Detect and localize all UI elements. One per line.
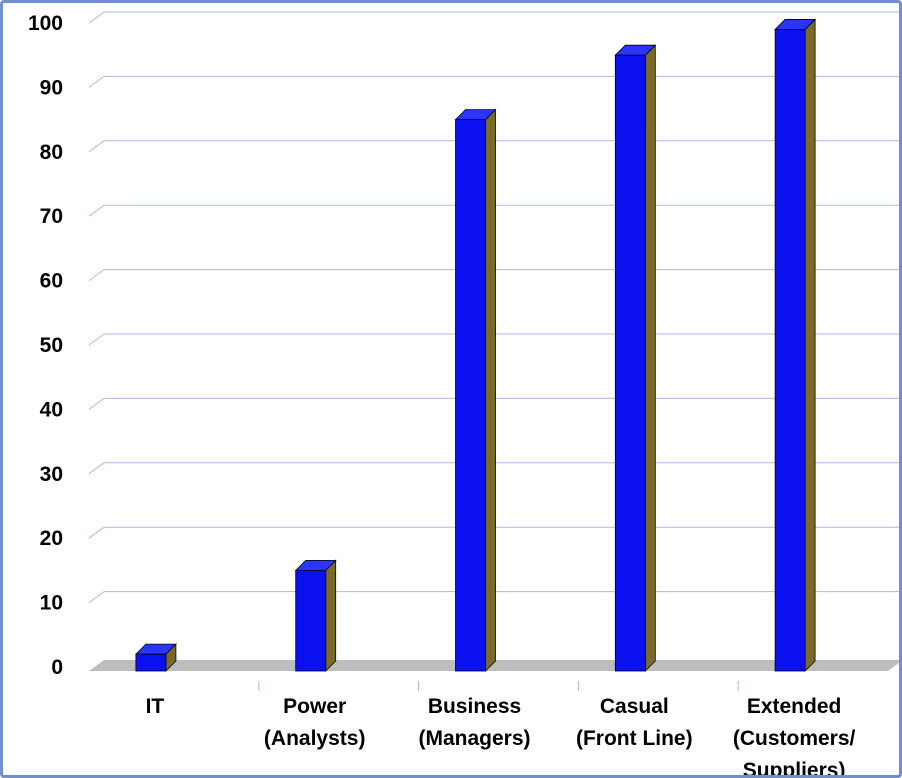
gridline-diag <box>88 591 105 604</box>
gridline-diag <box>88 397 105 410</box>
y-tick-label: 20 <box>40 527 63 550</box>
x-category-label-line: (Managers) <box>418 727 530 750</box>
y-tick-label: 70 <box>40 205 63 228</box>
y-tick-label: 40 <box>40 398 63 421</box>
y-tick-label: 10 <box>40 592 63 615</box>
gridline-diag <box>88 269 105 282</box>
gridline-diag <box>88 462 105 475</box>
x-category-label: Casual (Front Line) <box>576 695 693 750</box>
gridline-diag <box>88 333 105 346</box>
x-category-label-line: (Customers/ <box>733 727 856 750</box>
bar-side <box>804 18 816 672</box>
gridline-diag <box>88 11 105 24</box>
y-tick-label: 80 <box>40 141 63 164</box>
y-tick-label: 50 <box>40 334 63 357</box>
x-category-label-line: Suppliers) <box>743 759 846 775</box>
x-category-label-line: Casual <box>600 695 669 718</box>
bar-chart: 0 10 20 30 40 50 60 70 80 90 100 IT Power (Analysts) B… <box>28 11 899 775</box>
x-category-label-line: (Analysts) <box>264 727 366 750</box>
gridline-diag <box>88 75 105 88</box>
gridline-diag <box>88 526 105 539</box>
y-tick-label: 90 <box>40 76 63 99</box>
chart-floor <box>89 660 899 671</box>
y-tick-label: 60 <box>40 270 63 293</box>
x-category-label-line: IT <box>146 695 165 718</box>
x-category-label-line: Extended <box>747 695 842 718</box>
bar-side <box>644 44 656 672</box>
bar <box>774 29 806 672</box>
bar-side <box>325 559 337 672</box>
bar <box>455 119 486 672</box>
x-category-label: IT <box>146 695 165 718</box>
gridline-diag <box>88 140 105 153</box>
x-category-label-line: Business <box>428 695 521 718</box>
x-category-label: Business (Managers) <box>418 695 530 750</box>
x-category-label: Extended (Customers/Suppliers) <box>733 695 856 775</box>
gridline-diag <box>88 204 105 217</box>
bar <box>295 570 327 672</box>
bar-side <box>485 108 496 672</box>
y-tick-label: 30 <box>40 463 63 486</box>
x-category-label: Power (Analysts) <box>264 695 366 750</box>
y-tick-label: 100 <box>28 12 63 35</box>
x-category-label-line: Power <box>283 695 346 718</box>
y-tick-label: 0 <box>51 656 63 679</box>
x-category-label-line: (Front Line) <box>576 727 693 750</box>
bar <box>135 653 167 672</box>
bar <box>614 54 646 672</box>
